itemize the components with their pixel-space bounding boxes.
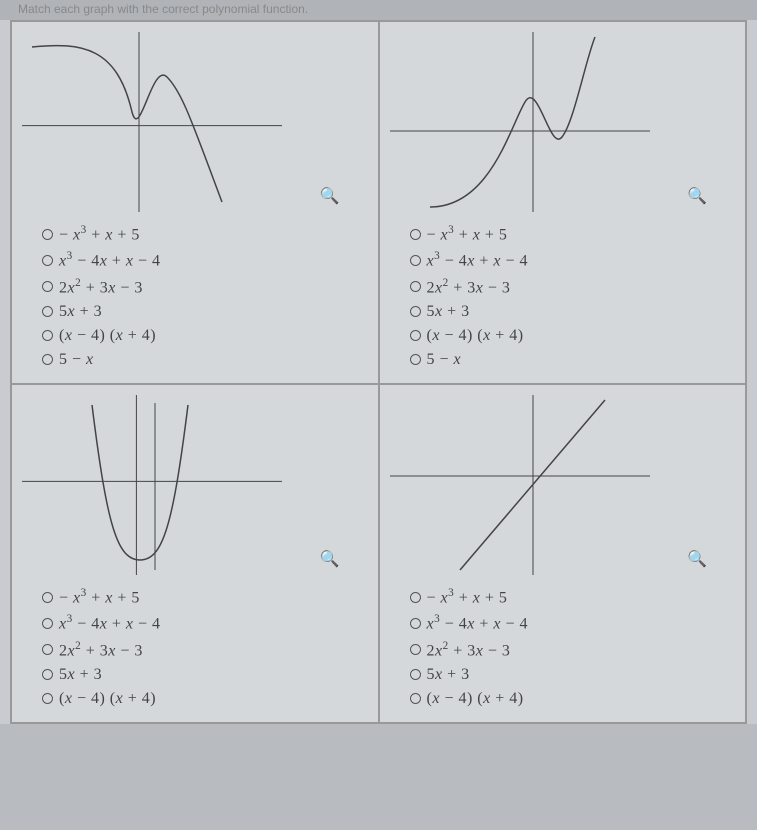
option-label: 5x + 3 [59,666,102,684]
graph-area: 🔍 [390,32,736,212]
radio-icon[interactable] [42,281,53,292]
option-label: 2x2 + 3x − 3 [59,277,143,297]
option-row[interactable]: 2x2 + 3x − 3 [42,277,368,297]
radio-icon[interactable] [42,592,53,603]
radio-icon[interactable] [42,255,53,266]
option-row[interactable]: 5x + 3 [42,303,368,321]
option-label: (x − 4) (x + 4) [59,327,156,345]
radio-icon[interactable] [410,693,421,704]
radio-icon[interactable] [410,669,421,680]
option-row[interactable]: x3 − 4x + x − 4 [42,250,368,270]
radio-icon[interactable] [410,592,421,603]
option-label: 5 − x [59,351,94,369]
option-row[interactable]: 2x2 + 3x − 3 [42,640,368,660]
option-row[interactable]: x3 − 4x + x − 4 [410,613,736,633]
option-label: 5x + 3 [59,303,102,321]
radio-icon[interactable] [410,618,421,629]
option-row[interactable]: − x3 + x + 5 [42,224,368,244]
graph-area: 🔍 [22,395,368,575]
instruction-text: Match each graph with the correct polyno… [0,0,757,20]
radio-icon[interactable] [42,306,53,317]
option-label: − x3 + x + 5 [427,587,508,607]
option-row[interactable]: 5x + 3 [410,666,736,684]
option-row[interactable]: − x3 + x + 5 [410,587,736,607]
option-label: 5x + 3 [427,303,470,321]
radio-icon[interactable] [410,255,421,266]
option-row[interactable]: (x − 4) (x + 4) [410,690,736,708]
option-label: x3 − 4x + x − 4 [59,613,161,633]
option-label: 2x2 + 3x − 3 [427,277,511,297]
option-row[interactable]: 2x2 + 3x − 3 [410,640,736,660]
graph-area: 🔍 [22,32,368,212]
option-label: − x3 + x + 5 [427,224,508,244]
option-label: (x − 4) (x + 4) [59,690,156,708]
radio-icon[interactable] [410,644,421,655]
zoom-icon[interactable]: 🔍 [320,186,340,206]
option-row[interactable]: x3 − 4x + x − 4 [410,250,736,270]
options-list: − x3 + x + 5 x3 − 4x + x − 4 2x2 + 3x − 3 5… [22,587,368,708]
option-row[interactable]: 5 − x [410,351,736,369]
question-grid: 🔍 − x3 + x + 5 x3 − 4x + x − 4 2x2 + 3x − … [10,20,747,724]
option-label: 2x2 + 3x − 3 [427,640,511,660]
radio-icon[interactable] [42,229,53,240]
option-row[interactable]: − x3 + x + 5 [42,587,368,607]
option-label: x3 − 4x + x − 4 [59,250,161,270]
option-row[interactable]: 2x2 + 3x − 3 [410,277,736,297]
option-label: (x − 4) (x + 4) [427,327,524,345]
radio-icon[interactable] [410,330,421,341]
radio-icon[interactable] [410,354,421,365]
radio-icon[interactable] [42,330,53,341]
question-cell: 🔍 − x3 + x + 5 x3 − 4x + x − 4 2x2 + 3x − … [11,21,379,384]
radio-icon[interactable] [42,618,53,629]
question-cell: 🔍 − x3 + x + 5 x3 − 4x + x − 4 2x2 + 3x − … [11,384,379,723]
option-row[interactable]: − x3 + x + 5 [410,224,736,244]
option-label: − x3 + x + 5 [59,224,140,244]
option-row[interactable]: 5 − x [42,351,368,369]
radio-icon[interactable] [42,693,53,704]
option-row[interactable]: 5x + 3 [410,303,736,321]
option-label: (x − 4) (x + 4) [427,690,524,708]
option-row[interactable]: x3 − 4x + x − 4 [42,613,368,633]
options-list: − x3 + x + 5 x3 − 4x + x − 4 2x2 + 3x − 3 5… [390,587,736,708]
radio-icon[interactable] [410,306,421,317]
option-label: 5x + 3 [427,666,470,684]
options-list: − x3 + x + 5 x3 − 4x + x − 4 2x2 + 3x − 3 5… [390,224,736,369]
option-label: 2x2 + 3x − 3 [59,640,143,660]
radio-icon[interactable] [410,229,421,240]
radio-icon[interactable] [42,354,53,365]
option-row[interactable]: 5x + 3 [42,666,368,684]
radio-icon[interactable] [42,644,53,655]
option-row[interactable]: (x − 4) (x + 4) [410,327,736,345]
zoom-icon[interactable]: 🔍 [687,549,707,569]
radio-icon[interactable] [410,281,421,292]
question-cell: 🔍 − x3 + x + 5 x3 − 4x + x − 4 2x2 + 3x − … [379,384,747,723]
option-row[interactable]: (x − 4) (x + 4) [42,690,368,708]
option-label: 5 − x [427,351,462,369]
zoom-icon[interactable]: 🔍 [320,549,340,569]
question-cell: 🔍 − x3 + x + 5 x3 − 4x + x − 4 2x2 + 3x − … [379,21,747,384]
option-label: − x3 + x + 5 [59,587,140,607]
options-list: − x3 + x + 5 x3 − 4x + x − 4 2x2 + 3x − 3 5… [22,224,368,369]
graph-area: 🔍 [390,395,736,575]
zoom-icon[interactable]: 🔍 [687,186,707,206]
radio-icon[interactable] [42,669,53,680]
option-label: x3 − 4x + x − 4 [427,613,529,633]
worksheet-page: Match each graph with the correct polyno… [0,0,757,724]
option-row[interactable]: (x − 4) (x + 4) [42,327,368,345]
option-label: x3 − 4x + x − 4 [427,250,529,270]
